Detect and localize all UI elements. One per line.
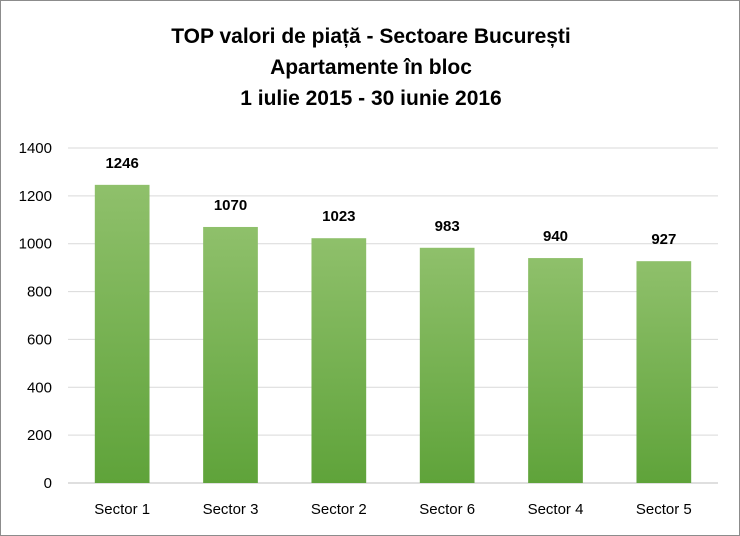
y-tick-label: 1000 (19, 236, 52, 253)
x-category-label: Sector 2 (311, 501, 367, 518)
x-category-label: Sector 4 (528, 501, 584, 518)
y-tick-label: 400 (27, 379, 52, 396)
y-tick-label: 0 (44, 475, 52, 492)
data-label: 927 (651, 231, 676, 248)
bar-sector-5 (636, 261, 692, 483)
data-label: 940 (543, 228, 568, 245)
x-category-label: Sector 1 (94, 501, 150, 518)
y-tick-label: 200 (27, 427, 52, 444)
chart-title-line-2: Apartamente în bloc (270, 56, 472, 79)
x-category-label: Sector 6 (419, 501, 475, 518)
data-label: 1246 (105, 155, 138, 172)
data-label: 1023 (322, 208, 355, 225)
x-category-label: Sector 3 (203, 501, 259, 518)
x-category-label: Sector 5 (636, 501, 692, 518)
chart-title: TOP valori de piață - Sectoare București… (1, 21, 740, 114)
chart-title-line-3: 1 iulie 2015 - 30 iunie 2016 (240, 87, 502, 110)
bar-sector-3 (203, 226, 258, 483)
labels: 0 200 400 600 800 1000 1200 1400 1246 Sector 1 107… (19, 140, 692, 518)
bar-sector-4 (528, 258, 583, 483)
bar-sector-2 (311, 238, 367, 483)
bars (94, 184, 692, 483)
grid-lines (68, 147, 718, 484)
bar-sector-6 (419, 247, 475, 483)
y-tick-label: 1200 (19, 188, 52, 205)
chart-title-line-1: TOP valori de piață - Sectoare București (171, 25, 571, 48)
y-tick-label: 600 (27, 331, 52, 348)
y-tick-label: 800 (27, 284, 52, 301)
data-label: 1070 (214, 197, 247, 214)
bar-sector-1 (94, 184, 150, 483)
y-tick-label: 1400 (19, 140, 52, 157)
data-label: 983 (435, 218, 460, 235)
